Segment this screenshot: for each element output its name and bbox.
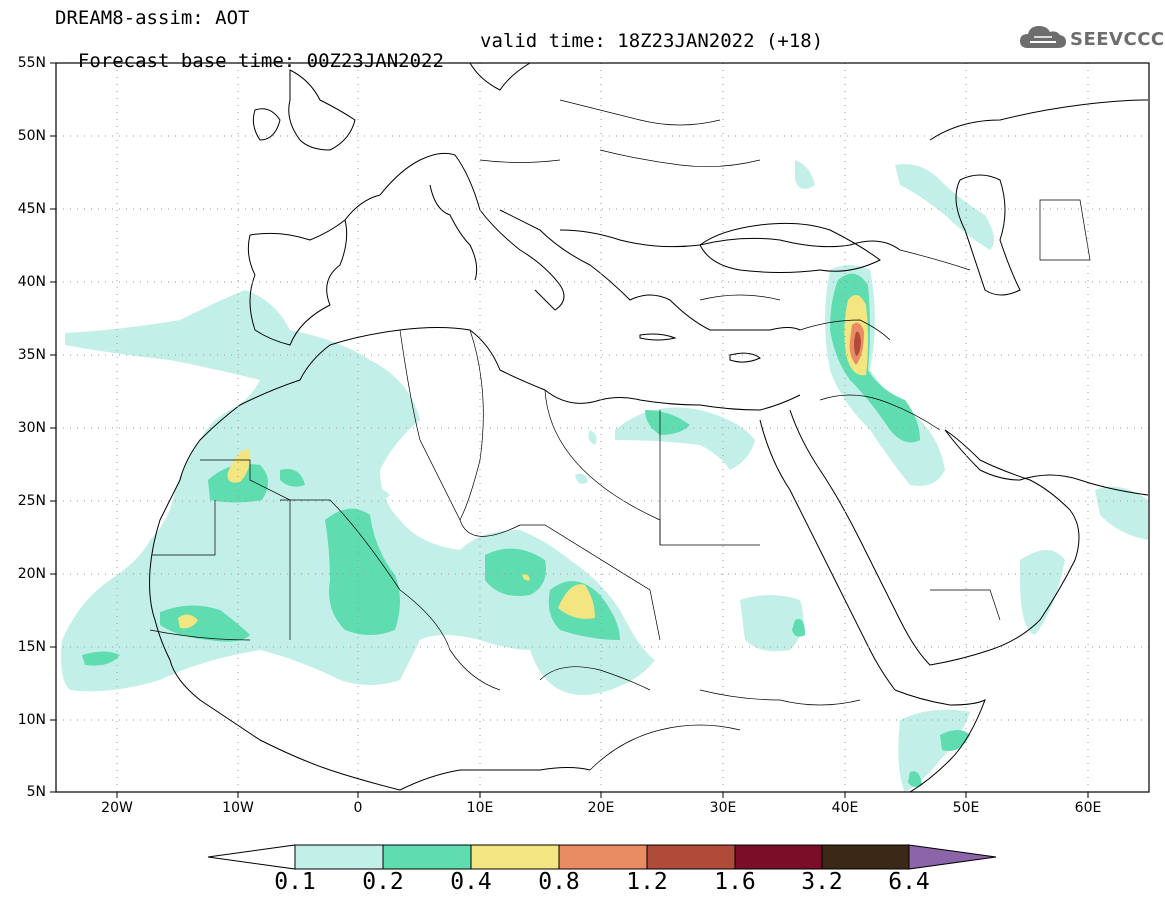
lon-label-20w: 20W xyxy=(101,800,133,816)
colorbar-label-6-4: 6.4 xyxy=(888,869,930,895)
lat-label-45n: 45N xyxy=(17,201,46,217)
colorbar-label-3-2: 3.2 xyxy=(801,869,843,895)
coastlines xyxy=(149,63,1149,792)
lat-label-25n: 25N xyxy=(17,493,46,509)
forecast-base-time: Forecast base time: 00Z23JAN2022 valid t… xyxy=(55,31,823,91)
lat-label-5n: 5N xyxy=(26,784,46,800)
lon-label-10w: 10W xyxy=(222,800,254,816)
colorbar-label-1-2: 1.2 xyxy=(626,869,668,895)
lat-label-10n: 10N xyxy=(17,712,46,728)
lat-label-15n: 15N xyxy=(17,639,46,655)
axis-ticks xyxy=(50,62,1089,798)
seevccc-logo: SEEVCCC xyxy=(1018,22,1164,58)
colorbar-label-0-2: 0.2 xyxy=(362,869,404,895)
borders xyxy=(149,99,1091,771)
lon-label-50e: 50E xyxy=(952,800,980,816)
lat-label-30n: 30N xyxy=(17,420,46,436)
lon-label-10e: 10E xyxy=(466,800,494,816)
cloud-logo-icon xyxy=(1020,26,1066,48)
lon-label-0: 0 xyxy=(353,800,363,816)
lat-label-50n: 50N xyxy=(17,128,46,144)
gridlines xyxy=(56,63,1149,792)
lat-label-35n: 35N xyxy=(17,347,46,363)
logo-text: SEEVCCC xyxy=(1070,29,1165,50)
colorbar-label-0-4: 0.4 xyxy=(450,869,492,895)
aot-band-red xyxy=(854,331,861,356)
lat-label-55n: 55N xyxy=(17,55,46,71)
map-title: DREAM8-assim: AOT xyxy=(55,7,250,29)
lon-label-40e: 40E xyxy=(831,800,859,816)
colorbar-label-0-8: 0.8 xyxy=(538,869,580,895)
lon-label-60e: 60E xyxy=(1074,800,1102,816)
lat-label-40n: 40N xyxy=(17,274,46,290)
lat-label-20n: 20N xyxy=(17,566,46,582)
lon-label-30e: 30E xyxy=(709,800,737,816)
aot-band-yellow xyxy=(178,295,868,629)
colorbar-label-0-1: 0.1 xyxy=(274,869,316,895)
valid-time-label: valid time: 18Z23JAN2022 (+18) xyxy=(480,30,824,52)
colorbar-label-1-6: 1.6 xyxy=(714,869,756,895)
lon-label-20e: 20E xyxy=(587,800,615,816)
base-time-label: Forecast base time: 00Z23JAN2022 xyxy=(77,50,444,72)
